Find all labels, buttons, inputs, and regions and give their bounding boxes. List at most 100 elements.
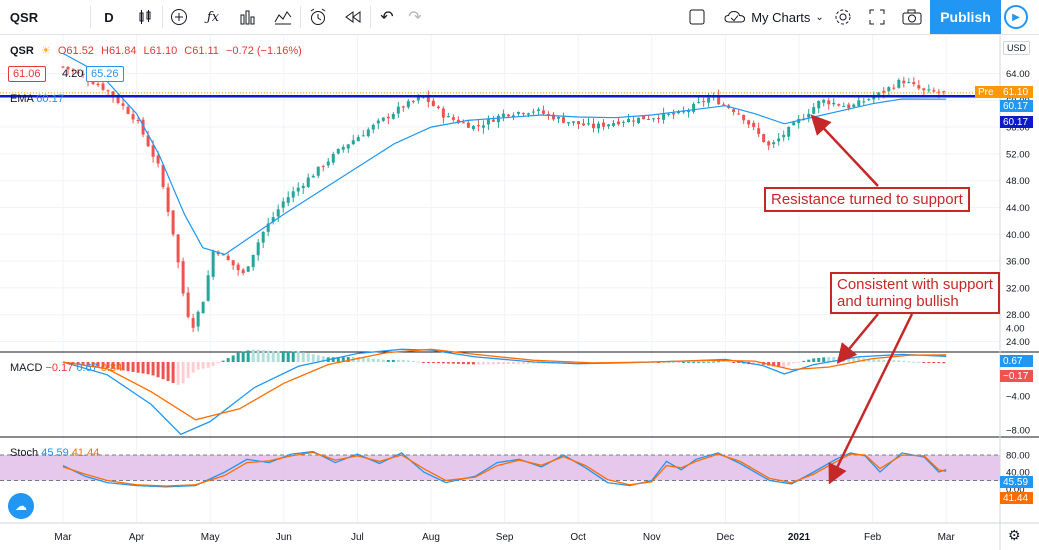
bars-icon[interactable] (236, 0, 258, 34)
price-tick-label: 24.00 (1006, 337, 1030, 348)
camera-icon[interactable] (900, 0, 924, 34)
macd-bar (146, 362, 150, 375)
my-charts-button[interactable]: My Charts ⌄ (720, 0, 828, 34)
candle-body (817, 101, 821, 109)
undo-icon[interactable]: ↶ (380, 9, 394, 26)
macd-bar (361, 357, 365, 362)
ask-box[interactable]: 65.26 (86, 66, 124, 82)
macd-bar (446, 362, 450, 364)
macd-bar (476, 362, 480, 365)
candle-body (556, 117, 560, 119)
macd-bar (321, 356, 325, 362)
annotation-support[interactable]: Resistance turned to support (764, 187, 970, 212)
gear-icon[interactable] (832, 0, 854, 34)
candle-body (566, 122, 570, 124)
candle-body (391, 113, 395, 119)
currency-label[interactable]: USD (1003, 41, 1031, 55)
divider (370, 6, 371, 28)
macd-bar (682, 361, 686, 363)
stoch-legend: Stoch 45.59 41.44 (10, 447, 99, 459)
candle-body (772, 142, 776, 145)
candle-body (501, 113, 505, 117)
macd-bar (416, 361, 420, 363)
price-axis[interactable]: 64.0060.0056.0052.0048.0044.0040.0036.00… (1006, 69, 1030, 496)
macd-bar (757, 362, 761, 365)
layout-icon[interactable] (686, 0, 708, 34)
macd-bar (571, 362, 575, 364)
interval-button[interactable]: D (104, 9, 114, 25)
publish-button[interactable]: Publish (930, 0, 1001, 34)
candle-body (256, 242, 260, 256)
candle-body (491, 119, 495, 122)
macd-bar (196, 362, 200, 370)
candle-body (922, 88, 926, 91)
annotation-bullish[interactable]: Consistent with support and turning bull… (830, 272, 1000, 314)
candle-body (882, 90, 886, 93)
macd-bar (892, 360, 896, 362)
add-icon[interactable] (168, 0, 190, 34)
candle-body (677, 111, 681, 114)
macd-bar (441, 362, 445, 364)
symbol-search[interactable]: QSR (9, 9, 39, 25)
macd-legend-v1: −0.17 (45, 362, 74, 374)
candle-body (441, 108, 445, 118)
ema-legend-value: 60.17 (36, 93, 64, 105)
candle-body (276, 209, 280, 217)
candle-body (321, 166, 325, 168)
chart-area[interactable]: 64.0060.0056.0052.0048.0044.0040.0036.00… (0, 35, 1039, 550)
candle-body (381, 117, 385, 121)
fullscreen-icon[interactable] (866, 0, 888, 34)
macd-bar (331, 357, 335, 362)
candle-body (752, 122, 756, 128)
price-tick-label: 0.00 (1006, 485, 1025, 496)
macd-bar (201, 362, 205, 369)
arrow-support (810, 114, 879, 187)
candle-body (682, 111, 686, 113)
candle-body (757, 128, 761, 135)
candle-body (852, 104, 856, 107)
candle-body (471, 125, 475, 130)
candle-body (121, 103, 125, 106)
macd-bar (91, 362, 95, 367)
candle-body (341, 146, 345, 150)
macd-bar (106, 362, 110, 369)
play-icon[interactable]: ▶ (1004, 5, 1028, 29)
ema-tag: 60.17 (1000, 100, 1033, 112)
candle-body (867, 99, 871, 101)
macd-bar (216, 362, 220, 364)
candle-body (201, 301, 205, 314)
alert-icon[interactable] (306, 0, 330, 34)
indicators-icon[interactable] (272, 0, 294, 34)
chart-settings-gear-icon[interactable]: ⚙ (1008, 527, 1021, 543)
candle-body (612, 123, 616, 126)
time-tick-label: Oct (570, 532, 586, 543)
candles-icon[interactable] (134, 0, 156, 34)
candle-body (71, 69, 75, 71)
candle-body (356, 137, 360, 142)
time-axis[interactable]: Mar Apr May Jun Jul Aug Sep Oct Nov Dec 2021 Feb Mar (54, 532, 955, 543)
macd-bar (727, 361, 731, 363)
macd-bar (496, 362, 500, 365)
macd-bar (386, 359, 390, 362)
candle-body (456, 119, 460, 123)
fx-icon[interactable]: ƒx (206, 9, 220, 25)
replay-icon[interactable] (342, 0, 364, 34)
candle-body (281, 201, 285, 208)
macd-bar (657, 362, 661, 363)
tradingview-logo-icon[interactable]: ☁ (8, 493, 34, 519)
legend-low: L61.10 (143, 45, 178, 57)
candle-body (526, 113, 530, 115)
macd-bar (391, 359, 395, 362)
candle-body (241, 269, 245, 274)
macd-bar (917, 361, 921, 363)
price-tick-label: 56.00 (1006, 123, 1030, 134)
redo-icon[interactable]: ↷ (408, 9, 422, 26)
macd-bar (692, 361, 696, 363)
macd-bar (306, 353, 310, 362)
macd-bar (687, 361, 691, 363)
candle-body (587, 123, 591, 125)
bid-box[interactable]: 61.06 (8, 66, 46, 82)
stoch-legend-v2: 41.44 (71, 447, 100, 459)
macd-bar (697, 361, 701, 363)
candle-body (236, 264, 240, 271)
